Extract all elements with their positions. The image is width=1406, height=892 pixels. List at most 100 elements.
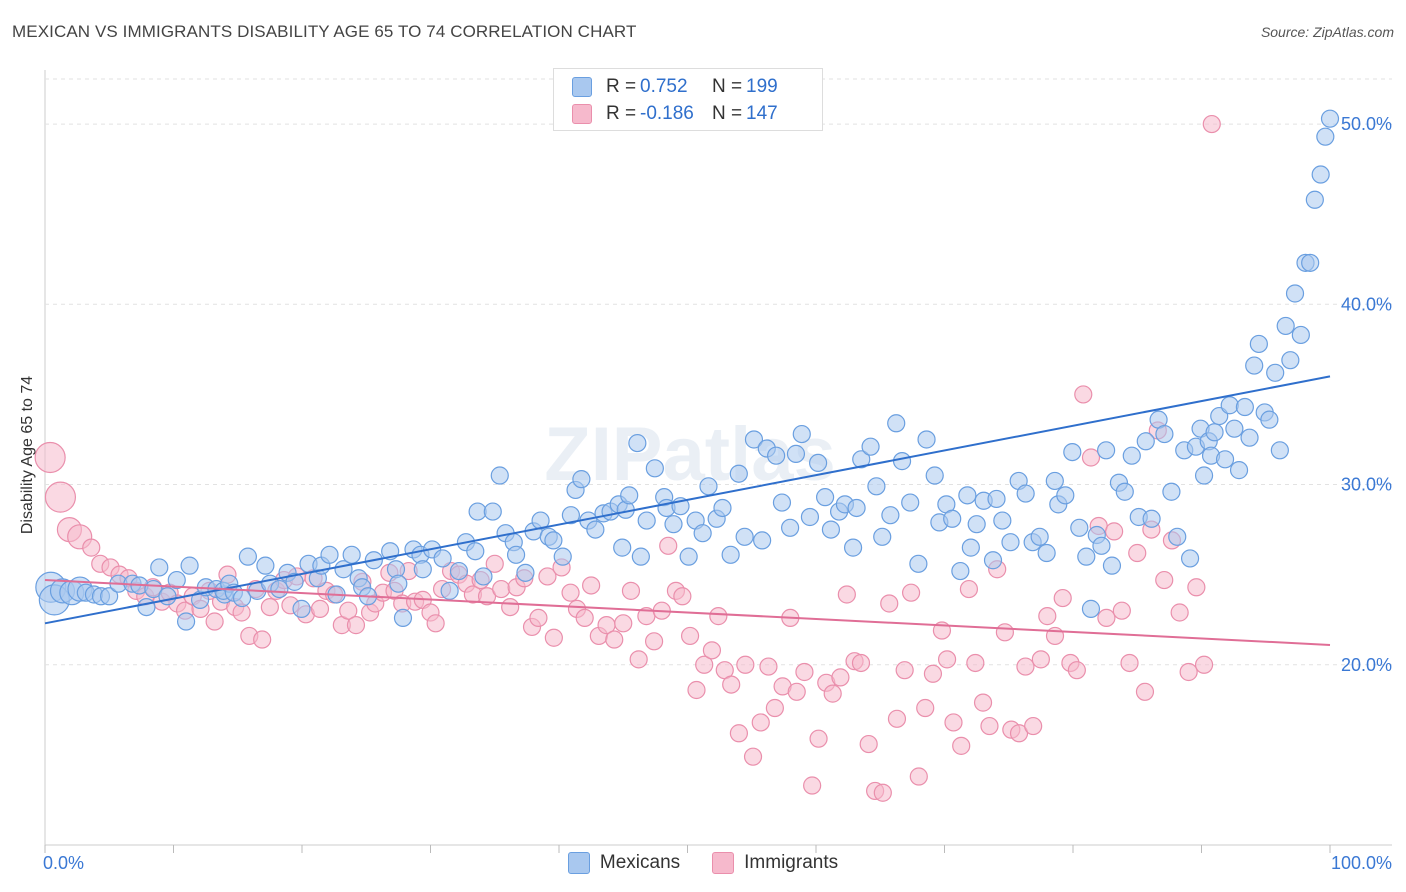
mexicans-point	[1155, 424, 1174, 444]
immigrants-point	[492, 579, 511, 599]
mexicans-point	[389, 574, 408, 593]
mexicans-point	[1122, 446, 1141, 465]
mexicans-point	[1249, 334, 1268, 354]
immigrants-point	[980, 716, 999, 736]
mexicans-point	[1097, 441, 1116, 460]
immigrants-point	[759, 657, 778, 676]
immigrants-point	[1155, 570, 1174, 590]
immigrants-point	[82, 538, 101, 557]
mexicans-point	[909, 554, 928, 573]
mexicans-point	[735, 527, 754, 546]
mexicans-point	[490, 466, 509, 485]
mexicans-point	[1092, 536, 1111, 555]
mexicans-point	[800, 507, 820, 527]
immigrants-point	[809, 729, 828, 748]
immigrants-point	[1128, 543, 1147, 563]
mexicans-point	[1070, 518, 1089, 537]
mexicans-point	[1056, 486, 1075, 505]
legend-row-mexicans: R = 0.752 N = 199	[572, 75, 778, 99]
immigrants-point	[680, 626, 700, 646]
immigrants-point	[959, 579, 979, 599]
immigrants-point	[729, 724, 749, 743]
immigrants-point	[937, 650, 957, 669]
immigrants-point	[916, 698, 935, 718]
mexicans-point	[167, 570, 186, 590]
mexicans-point	[1115, 482, 1134, 501]
mexicans-point	[1180, 549, 1200, 568]
immigrants-point	[787, 682, 806, 701]
mexicans-point	[808, 453, 828, 473]
mexicans-point	[958, 486, 977, 505]
mexicans-point	[1077, 547, 1096, 566]
mexicans-point	[180, 556, 199, 575]
immigrants-point	[1074, 385, 1093, 404]
mexicans-point	[951, 561, 970, 581]
r-label: R =	[606, 103, 637, 124]
immigrants-point	[44, 481, 77, 513]
mexicans-point	[1305, 190, 1324, 209]
immigrants-point	[1179, 662, 1198, 682]
mexicans-point	[285, 572, 304, 591]
mexicans-point	[693, 524, 712, 543]
immigrants-point	[582, 576, 601, 595]
mexicans-point	[843, 538, 863, 557]
legend-row-immigrants: R = -0.186 N = 147	[572, 102, 778, 126]
immigrants-point	[1135, 682, 1155, 701]
y-tick-label: 20.0%	[1341, 655, 1392, 675]
mexicans-point	[506, 545, 526, 564]
immigrants-point	[880, 594, 899, 613]
mexicans-point	[393, 608, 413, 628]
mexicans-point	[713, 498, 732, 518]
mexicans-point	[645, 459, 664, 478]
immigrants-point	[1187, 578, 1206, 597]
mexicans-point	[440, 581, 459, 600]
immigrants-point	[1067, 661, 1086, 680]
immigrants-point	[529, 608, 548, 628]
mexicans-point	[961, 538, 980, 557]
immigrants-point	[253, 630, 272, 649]
immigrants-point	[673, 587, 692, 606]
immigrants-point	[614, 614, 633, 633]
mexicans-point	[772, 493, 792, 512]
mexicans-point	[1301, 253, 1320, 272]
mexicans-point	[1016, 484, 1035, 503]
immigrants-point	[887, 709, 907, 728]
immigrants-point	[1024, 716, 1043, 736]
immigrants-point	[751, 713, 770, 732]
immigrants-point	[736, 655, 755, 674]
mexicans-point	[1205, 423, 1224, 442]
mexicans-point	[1260, 410, 1279, 429]
immigrants-point	[973, 693, 993, 712]
mexicans-point	[821, 520, 841, 539]
mexicans-point	[792, 424, 811, 444]
mexicans-point	[433, 549, 452, 568]
immigrants-point	[909, 767, 928, 786]
mexicans-point	[901, 493, 920, 512]
mexicans-point	[1229, 461, 1249, 480]
n-label: N =	[712, 103, 743, 124]
immigrants-point	[837, 585, 856, 604]
immigrants-point	[795, 662, 814, 682]
immigrants-point	[765, 698, 784, 718]
immigrants-legend-swatch	[712, 852, 735, 874]
mexicans-point	[1276, 316, 1295, 336]
immigrants-point	[722, 675, 741, 694]
mexicans-point	[815, 488, 835, 507]
mexicans-point	[744, 430, 764, 449]
mexicans-point	[270, 579, 289, 599]
r-label: R =	[606, 76, 637, 97]
mexicans-point	[721, 545, 740, 564]
immigrants-point	[1031, 650, 1050, 669]
immigrants-point	[485, 554, 504, 573]
mexicans-point	[613, 538, 632, 557]
immigrants-point	[952, 736, 971, 755]
mexicans-point	[664, 515, 683, 534]
mexicans-point	[1102, 556, 1122, 575]
immigrants-point	[621, 581, 641, 600]
mexicans-point	[1225, 419, 1244, 438]
mexicans-point	[987, 489, 1006, 509]
mexicans-point	[561, 506, 580, 525]
mexicans-swatch	[572, 77, 592, 97]
mexicans-point	[881, 506, 900, 525]
mexicans-point	[861, 437, 880, 456]
